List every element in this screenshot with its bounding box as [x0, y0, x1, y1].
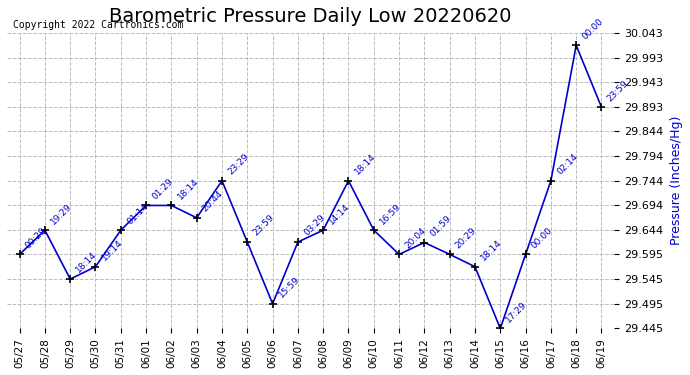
Text: Copyright 2022 Cartronics.com: Copyright 2022 Cartronics.com [13, 20, 184, 30]
Text: 00:00: 00:00 [580, 16, 605, 41]
Text: 00:29: 00:29 [23, 226, 48, 250]
Text: 18:14: 18:14 [353, 152, 377, 177]
Text: 23:59: 23:59 [251, 213, 276, 238]
Text: 20:04: 20:04 [403, 226, 428, 250]
Title: Barometric Pressure Daily Low 20220620: Barometric Pressure Daily Low 20220620 [109, 7, 512, 26]
Text: 01:59: 01:59 [428, 214, 453, 238]
Text: 15:59: 15:59 [277, 275, 302, 300]
Text: 16:59: 16:59 [378, 201, 403, 226]
Text: 18:14: 18:14 [479, 238, 504, 262]
Text: 01:29: 01:29 [150, 177, 175, 201]
Text: 03:29: 03:29 [302, 213, 326, 238]
Text: 20:29: 20:29 [454, 226, 478, 250]
Text: 00:00: 00:00 [530, 225, 555, 250]
Text: 23:59: 23:59 [606, 78, 630, 103]
Text: 19:29: 19:29 [49, 201, 74, 226]
Text: 20:44: 20:44 [201, 189, 225, 214]
Text: 18:14: 18:14 [75, 251, 99, 275]
Text: 14:14: 14:14 [327, 201, 352, 226]
Text: 23:29: 23:29 [226, 152, 250, 177]
Y-axis label: Pressure (Inches/Hg): Pressure (Inches/Hg) [670, 116, 683, 246]
Text: 19:14: 19:14 [99, 238, 124, 262]
Text: 18:14: 18:14 [175, 177, 200, 201]
Text: 02:14: 02:14 [555, 152, 580, 177]
Text: 17:29: 17:29 [504, 300, 529, 324]
Text: 01:14: 01:14 [125, 201, 150, 226]
